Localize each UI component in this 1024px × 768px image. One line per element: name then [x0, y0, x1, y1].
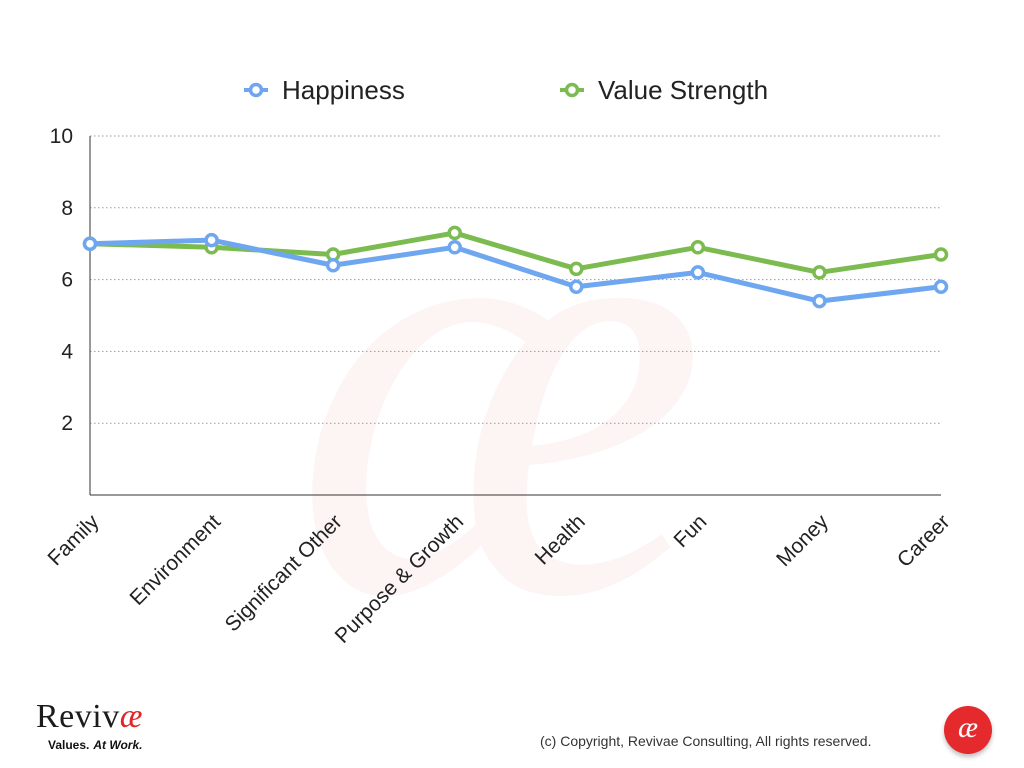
data-point [325, 257, 341, 273]
axes [89, 136, 941, 496]
series-line [87, 230, 944, 275]
data-point [812, 293, 827, 309]
data-point [690, 265, 706, 280]
legend-swatch-marker [564, 82, 580, 98]
brand-tagline: Values. At Work. [48, 738, 143, 752]
y-tick-label: 10 [50, 125, 73, 148]
x-tick-label: Environment [125, 510, 225, 610]
y-tick-label: 8 [61, 197, 73, 220]
y-tick-label: 6 [61, 269, 73, 292]
y-axis-ticks: 2 4 6 8 10 [50, 125, 74, 435]
copyright-text: (c) Copyright, Revivae Consulting, All r… [540, 733, 872, 749]
data-point [569, 261, 584, 277]
y-tick-label: 4 [61, 340, 73, 363]
series-line [87, 237, 944, 304]
legend-label: Value Strength [598, 75, 768, 105]
x-tick-label: Family [44, 510, 104, 570]
data-point [447, 240, 462, 255]
legend: Happiness Value Strength [244, 75, 768, 105]
gridlines [90, 135, 941, 424]
data-point [447, 225, 462, 241]
corner-logo-icon: æ [944, 706, 992, 754]
data-point [569, 279, 584, 295]
legend-label: Happiness [282, 75, 405, 105]
data-point [204, 232, 219, 248]
watermark: æ [293, 39, 707, 725]
legend-swatch-marker [248, 82, 264, 98]
y-tick-label: 2 [61, 412, 73, 435]
data-point [933, 279, 949, 295]
data-point [690, 240, 706, 255]
x-tick-label: Career [893, 510, 955, 572]
data-point [933, 247, 949, 262]
x-tick-label: Money [772, 510, 833, 571]
data-point [812, 265, 827, 280]
brand-logo: Revivæ Values. At Work. [36, 698, 143, 753]
series-layer [82, 225, 949, 309]
data-point [82, 236, 98, 251]
brand-wordmark: Revivæ [36, 698, 143, 735]
